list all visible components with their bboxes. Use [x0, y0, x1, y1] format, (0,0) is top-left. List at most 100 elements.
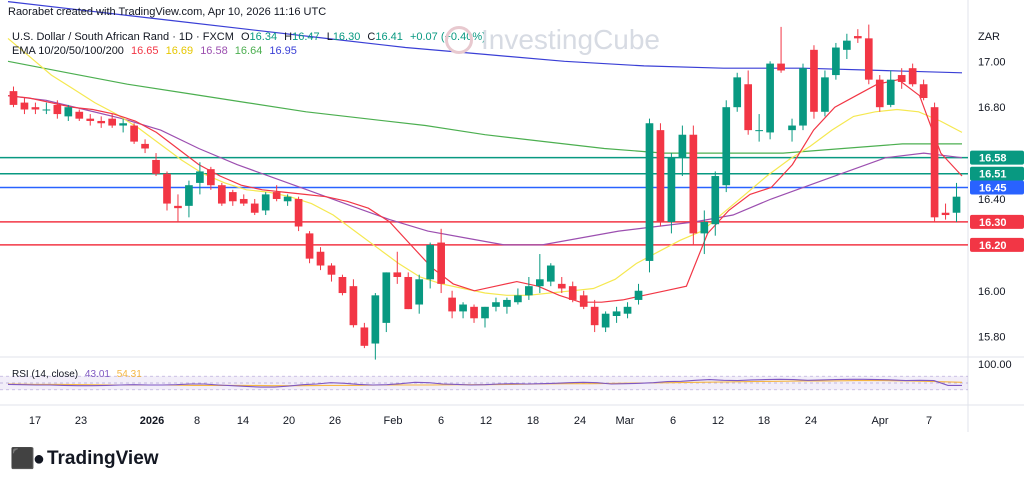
- price-tick-label: 17.00: [978, 56, 1006, 68]
- time-tick-label: 17: [29, 415, 41, 427]
- candle-body: [777, 63, 785, 71]
- time-tick-label: 18: [758, 415, 770, 427]
- candle-body: [546, 265, 555, 282]
- level-badge: [970, 237, 1024, 252]
- candle-body: [623, 306, 632, 314]
- candle-body: [415, 279, 424, 305]
- time-tick-label: 20: [283, 415, 295, 427]
- rsi-value: 43.01: [84, 369, 110, 380]
- candle-body: [130, 125, 138, 142]
- ema200-value: 16.95: [269, 45, 297, 57]
- price-tick-label: 15.80: [978, 332, 1006, 344]
- level-label: 16.51: [979, 169, 1007, 181]
- candle-body: [86, 118, 95, 121]
- time-tick-label: 14: [237, 415, 249, 427]
- candle-body: [53, 104, 62, 115]
- ema100-value: 16.64: [234, 45, 263, 57]
- rsi-label: RSI (14, close): [12, 369, 79, 380]
- candle-body: [196, 171, 204, 183]
- candle-body: [174, 205, 182, 209]
- candle-body: [733, 77, 742, 108]
- candle-body: [656, 130, 665, 222]
- candle-body: [711, 176, 720, 225]
- candle-body: [788, 125, 796, 131]
- price-tick-label: 16.40: [978, 194, 1006, 206]
- candle-body: [239, 198, 248, 204]
- level-badge: [970, 180, 1024, 195]
- ema100-line: [7, 60, 962, 154]
- ema10-line: [7, 79, 963, 303]
- candle-body: [875, 79, 884, 108]
- candle-body: [579, 295, 588, 307]
- time-tick-label: 26: [329, 415, 341, 427]
- candle-body: [568, 286, 577, 300]
- currency-badge[interactable]: ZAR: [978, 31, 1000, 43]
- candle-body: [908, 68, 917, 85]
- candle-body: [360, 327, 369, 346]
- candle-body: [843, 40, 851, 50]
- candle-body: [678, 134, 687, 158]
- candle-body: [700, 221, 709, 234]
- level-label: 16.45: [979, 183, 1007, 195]
- candle-body: [75, 111, 84, 119]
- candle-body: [437, 242, 445, 284]
- tradingview-logo-icon: ⬛●: [10, 448, 45, 470]
- candle-body: [821, 77, 829, 112]
- time-tick-label: 6: [438, 415, 444, 427]
- candle-body: [810, 49, 818, 112]
- time-tick-label: 6: [670, 415, 676, 427]
- candle-body: [722, 107, 731, 186]
- candle-body: [755, 130, 763, 132]
- level-badge: [970, 214, 1024, 229]
- price-tick-label: 16.80: [978, 102, 1006, 114]
- candle-body: [152, 159, 160, 174]
- candle-body: [689, 134, 698, 234]
- candle-body: [864, 38, 873, 80]
- ema10-value: 16.65: [131, 45, 159, 57]
- candle-body: [645, 123, 654, 261]
- candle-body: [250, 203, 259, 213]
- candle-body: [404, 276, 413, 310]
- time-tick-label: 12: [712, 415, 724, 427]
- candle-body: [459, 304, 467, 312]
- candle-body: [327, 265, 336, 275]
- time-tick-label: 7: [926, 415, 932, 427]
- candle-body: [217, 185, 226, 204]
- candle-body: [481, 306, 489, 319]
- candle-body: [601, 313, 610, 328]
- low-label: L: [326, 31, 333, 43]
- candle-body: [744, 84, 753, 131]
- candle-body: [393, 272, 402, 277]
- candle-body: [832, 47, 840, 76]
- candle-body: [492, 302, 500, 307]
- candle-body: [20, 102, 29, 110]
- ema-legend: EMA 10/20/50/100/200 16.65 16.69 16.58 1…: [12, 45, 297, 57]
- candle-body: [141, 143, 149, 149]
- candle-body: [108, 118, 117, 126]
- rsi-tick-label: 100.00: [978, 359, 1012, 371]
- time-tick-label: 24: [574, 415, 586, 427]
- candle-body: [371, 295, 380, 344]
- candle-body: [514, 295, 522, 303]
- candle-body: [919, 84, 928, 99]
- candle-body: [163, 173, 171, 204]
- candle-body: [382, 272, 391, 323]
- tradingview-logo[interactable]: ⬛● TradingView: [10, 446, 159, 471]
- time-tick-label: 23: [75, 415, 87, 427]
- candle-body: [283, 196, 292, 202]
- candle-body: [634, 290, 643, 300]
- candle-body: [897, 75, 906, 82]
- candle-body: [228, 192, 237, 202]
- candle-body: [9, 91, 18, 105]
- level-badge: [970, 150, 1024, 165]
- candle-body: [853, 36, 862, 39]
- candle-body: [525, 286, 533, 296]
- candle-body: [185, 185, 193, 206]
- candle-body: [667, 157, 676, 222]
- rsi-legend: RSI (14, close) 43.01 54.31: [12, 369, 142, 380]
- candle-body: [448, 297, 456, 312]
- symbol-legend: U.S. Dollar / South African Rand · 1D · …: [12, 31, 486, 43]
- time-tick-label: 24: [805, 415, 817, 427]
- candle-body: [799, 68, 807, 126]
